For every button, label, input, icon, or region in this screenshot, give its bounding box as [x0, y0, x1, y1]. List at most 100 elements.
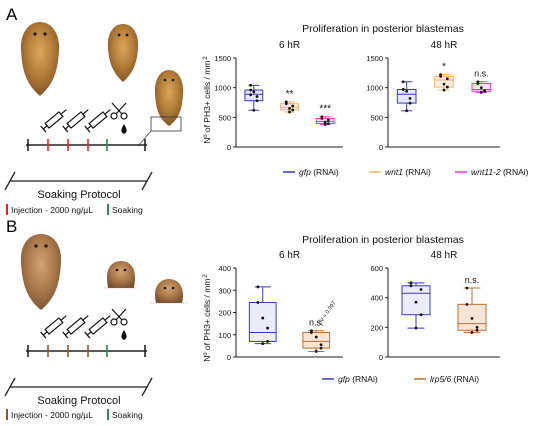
scissors-icon: [110, 102, 128, 120]
y-tick-label: 500: [218, 113, 231, 122]
data-point: [445, 77, 449, 81]
subplot-title: 48 hR: [431, 250, 458, 261]
y-tick-label: 0: [379, 143, 383, 152]
planarian-regenerating-image: [150, 279, 188, 304]
y-tick-label: 1000: [214, 84, 231, 93]
box-group: **: [280, 89, 299, 114]
legend-suffix: (RNAi): [311, 167, 339, 177]
data-point: [320, 117, 324, 120]
protocol-bracket: [4, 171, 153, 191]
box: [434, 75, 454, 88]
blastema-box: [150, 116, 182, 132]
y-tick-label: 0: [379, 353, 383, 362]
legend-item: wnt1 (RNAi): [369, 167, 431, 177]
data-point: [405, 89, 409, 93]
significance-label: **: [286, 89, 294, 100]
data-point: [476, 82, 480, 85]
box-group: [401, 281, 431, 330]
legend-item: gfp (RNAi): [322, 374, 378, 384]
data-point: [252, 108, 256, 112]
legend-gene: wnt11-2: [471, 167, 501, 177]
legend-suffix: (RNAi): [403, 167, 431, 177]
protocol-bracket: [4, 377, 153, 397]
y-tick-label: 600: [370, 264, 383, 273]
data-point: [255, 95, 259, 98]
syringe-icons: [40, 315, 111, 339]
data-point: [401, 88, 405, 91]
protocol-label: Soaking Protocol: [37, 395, 120, 407]
data-point: [408, 96, 412, 100]
scissors-icon: [110, 308, 128, 326]
data-point: [408, 101, 412, 105]
injection-legend: Injection - 2000 ng/µL: [11, 205, 93, 215]
box-group: n.s.pV = 0,097: [302, 300, 338, 353]
data-point: [414, 326, 418, 330]
legend-label: wnt11-2 (RNAi): [471, 167, 529, 177]
legend: gfp (RNAi) lrp5/6 (RNAi): [322, 374, 479, 384]
box-group: [244, 83, 264, 112]
box: [244, 89, 264, 102]
data-point: [323, 120, 327, 124]
p-value-label: pV = 0,097: [317, 300, 337, 325]
data-point: [483, 89, 487, 93]
significance-label: *: [442, 62, 446, 73]
box-group: [248, 285, 277, 346]
drop-icon: [121, 330, 127, 340]
chart-title: Proliferation in posterior blastemas: [302, 23, 464, 35]
planarian-intact-image: [20, 234, 62, 310]
y-tick-label: 1500: [214, 54, 231, 63]
data-point: [419, 288, 423, 291]
data-point: [479, 86, 483, 90]
box-group: n.s.: [457, 275, 487, 334]
data-point: [442, 88, 446, 92]
y-tick-label: 500: [370, 113, 383, 122]
box: [248, 301, 277, 342]
data-point: [442, 82, 446, 86]
data-point: [249, 93, 253, 97]
y-axis-label-sup: 2: [203, 56, 209, 60]
box-chart: 48 hR 0 200 400 600 n.s.: [370, 250, 500, 362]
data-point: [465, 302, 469, 306]
protocol-timeline: [26, 139, 147, 151]
data-point: [439, 74, 443, 78]
y-tick-label: 0: [227, 353, 231, 362]
data-point: [470, 331, 474, 334]
legend: gfp (RNAi) wnt1 (RNAi) wnt11-2 (RNAi): [283, 167, 529, 177]
soaking-legend-swatch: [107, 204, 109, 215]
data-point: [291, 104, 295, 108]
data-point: [401, 80, 405, 84]
data-point: [470, 317, 474, 320]
legend-gene: gfp: [338, 374, 350, 384]
data-point: [314, 350, 318, 353]
data-point: [326, 122, 330, 125]
legend-item: lrp5/6 (RNAi): [414, 374, 479, 384]
box: [401, 285, 431, 316]
y-tick-label: 100: [218, 331, 231, 340]
soaking-legend: Soaking: [112, 205, 143, 215]
planarian-head-image: [107, 24, 139, 82]
legend-suffix: (RNAi): [350, 374, 378, 384]
syringe-icons: [40, 109, 111, 133]
y-tick-label: 200: [370, 323, 383, 332]
chart-title: Proliferation in posterior blastemas: [302, 234, 464, 246]
data-point: [409, 281, 413, 285]
legend-label: lrp5/6 (RNAi): [430, 374, 479, 384]
data-point: [291, 108, 295, 112]
y-axis-label-text: Nº of PH3+ cells / mm: [202, 279, 212, 362]
y-axis-label-text: Nº of PH3+ cells / mm: [202, 61, 212, 144]
data-point: [249, 83, 253, 87]
significance-label: n.s.: [465, 275, 480, 285]
injection-legend-swatch: [6, 409, 8, 420]
subplot-title: 6 hR: [279, 40, 300, 51]
data-point: [284, 102, 288, 106]
data-point: [326, 118, 330, 122]
legend-item: gfp (RNAi): [283, 167, 339, 177]
panel-letter: B: [6, 217, 17, 236]
significance-label: ***: [319, 104, 331, 115]
data-point: [314, 335, 318, 339]
data-point: [261, 342, 265, 346]
svg-text:Nº of PH3+ cells / mm2: Nº of PH3+ cells / mm2: [202, 274, 212, 362]
data-point: [310, 331, 313, 334]
